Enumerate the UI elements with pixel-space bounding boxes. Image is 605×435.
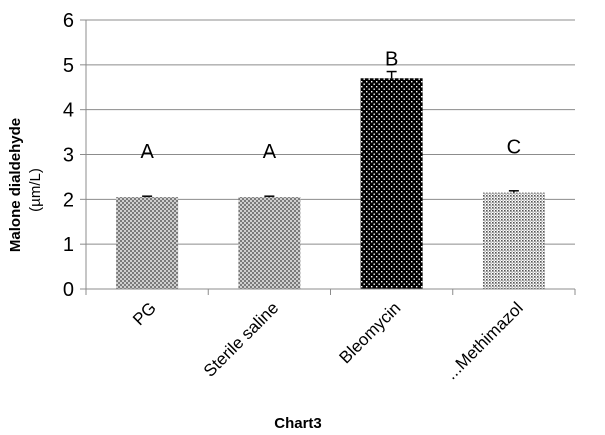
error-bars <box>142 70 519 198</box>
y-axis-unit: (µm/L) <box>27 168 44 212</box>
bars <box>116 78 545 290</box>
significance-letter: C <box>507 137 521 159</box>
significance-letter: B <box>385 48 398 70</box>
bar <box>482 192 545 289</box>
y-tick-label: 0 <box>63 279 74 301</box>
y-tick-label: 2 <box>63 189 74 211</box>
y-tick-label: 1 <box>63 234 74 256</box>
y-axis-title: Malone dialdehyde <box>7 118 24 252</box>
y-tick-label: 6 <box>63 10 74 32</box>
y-tick-labels: 0 1 2 3 4 5 6 <box>63 10 74 301</box>
significance-letter: A <box>263 141 277 163</box>
significance-letter: A <box>140 141 154 163</box>
y-tick-label: 5 <box>63 55 74 77</box>
x-tick-label: Bleomycin <box>336 298 405 367</box>
x-tick-label: Sterile saline <box>200 298 282 380</box>
bar <box>360 78 423 290</box>
x-tick-labels: PG Sterile saline Bleomycin ...Methimazol <box>129 298 527 383</box>
bar <box>116 197 179 289</box>
axes <box>85 20 576 295</box>
x-tick-label: PG <box>129 298 160 329</box>
y-tick-label: 4 <box>63 100 74 122</box>
x-tick-label: ...Methimazol <box>442 298 527 383</box>
x-axis-title: Chart3 <box>274 415 322 432</box>
y-tick-label: 3 <box>63 145 74 167</box>
group-labels: A A B C <box>140 48 521 163</box>
bar <box>238 197 301 289</box>
